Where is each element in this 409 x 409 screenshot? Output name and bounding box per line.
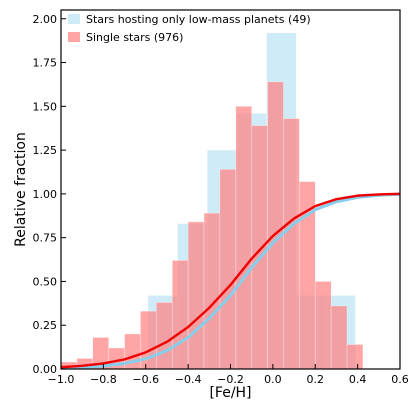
y-axis-label: Relative fraction (13, 132, 29, 247)
red-bar-10 (219, 169, 237, 370)
legend-swatch (68, 14, 80, 24)
legend-label: Stars hosting only low-mass planets (49) (86, 13, 311, 26)
red-bar-13 (267, 81, 284, 370)
y-tick-label: 0.75 (33, 232, 58, 245)
y-tick-label: 2.00 (33, 13, 58, 26)
x-tick-label: −0.2 (217, 373, 244, 386)
x-tick-label: −0.8 (90, 373, 117, 386)
red-bar-6 (156, 302, 173, 370)
red-bar-9 (203, 212, 221, 370)
x-tick-label: −1.0 (48, 373, 75, 386)
red-cdf-curve (60, 192, 401, 369)
x-tick-label: 0.6 (391, 373, 409, 386)
y-axis-ticks: 0.00 0.25 0.50 0.75 1.00 1.25 1.50 1.75 2.00 (33, 13, 66, 376)
red-bar-12 (251, 125, 268, 370)
red-bar-11 (235, 106, 252, 370)
red-bar-8 (187, 221, 205, 370)
legend: Stars hosting only low-mass planets (49)… (68, 13, 311, 44)
y-tick-label: 1.75 (33, 57, 58, 70)
x-axis-ticks: −1.0 −0.8 −0.6 −0.4 −0.2 0.0 0.2 0.4 0.6 (48, 364, 409, 386)
x-tick-label: 0.0 (264, 373, 282, 386)
x-tick-label: 0.2 (307, 373, 325, 386)
red-bar-17 (330, 305, 348, 370)
y-tick-label: 1.50 (33, 100, 58, 113)
x-axis-label: [Fe/H] (209, 385, 251, 401)
y-tick-label: 0.25 (33, 319, 58, 332)
y-tick-label: 0.50 (33, 275, 58, 288)
red-bar-16 (314, 281, 332, 370)
x-tick-label: −0.6 (132, 373, 159, 386)
x-tick-label: 0.4 (349, 373, 367, 386)
red-bar-7 (171, 260, 189, 370)
x-tick-label: −0.4 (175, 373, 202, 386)
red-histogram-bars (60, 81, 364, 370)
blue-cdf-curve (60, 192, 401, 370)
y-tick-label: 1.00 (33, 188, 58, 201)
red-bar-18 (346, 344, 364, 370)
y-tick-label: 1.25 (33, 144, 58, 157)
y-tick-label: 0.00 (33, 363, 58, 376)
legend-swatch (68, 32, 80, 42)
red-bar-14 (283, 118, 300, 370)
plot-frame (60, 9, 401, 370)
legend-label: Single stars (976) (86, 31, 183, 44)
cdf-curves (60, 192, 401, 370)
